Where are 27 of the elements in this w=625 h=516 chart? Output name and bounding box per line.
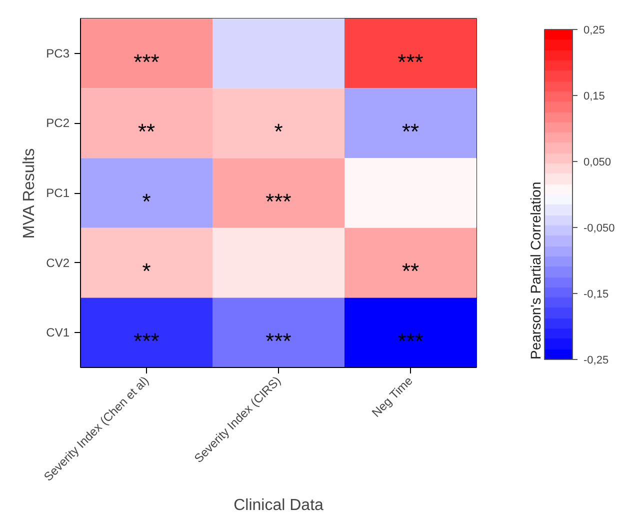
y-tick-label: CV2: [46, 256, 70, 270]
color-bar-label: 0,15: [584, 90, 605, 102]
color-bar-label: -0,15: [584, 288, 609, 300]
data-label: ***: [266, 188, 292, 214]
color-bar-label: 0,050: [584, 156, 612, 168]
x-tick-label: Neg Time: [369, 373, 416, 420]
data-label: **: [402, 119, 420, 144]
color-bar-label: -0,25: [584, 354, 609, 366]
x-axis-title: Clinical Data: [234, 496, 324, 514]
y-tick-label: PC2: [46, 116, 70, 130]
data-label: *: [274, 119, 284, 144]
color-bar-label: 0,25: [584, 24, 605, 36]
data-label: ***: [134, 49, 160, 74]
y-tick-label: CV1: [46, 326, 70, 340]
data-label: ***: [398, 328, 424, 354]
data-label: ***: [398, 49, 424, 74]
y-axis-title: MVA Results: [21, 148, 38, 239]
data-label: **: [138, 119, 156, 144]
data-label: ***: [134, 328, 160, 354]
color-bar-label: -0,050: [584, 222, 615, 234]
color-bar-title: Pearson's Partial Correlation: [528, 182, 544, 360]
y-tick-label: PC3: [46, 46, 70, 60]
data-label: *: [142, 188, 152, 214]
data-label: *: [142, 258, 152, 284]
data-label: **: [402, 258, 420, 284]
data-label: ***: [266, 328, 292, 354]
y-tick-label: PC1: [46, 186, 70, 200]
